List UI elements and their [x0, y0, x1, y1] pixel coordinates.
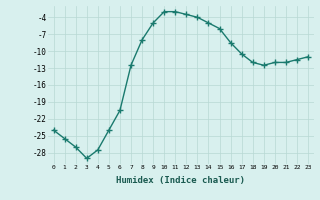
X-axis label: Humidex (Indice chaleur): Humidex (Indice chaleur) — [116, 176, 245, 185]
